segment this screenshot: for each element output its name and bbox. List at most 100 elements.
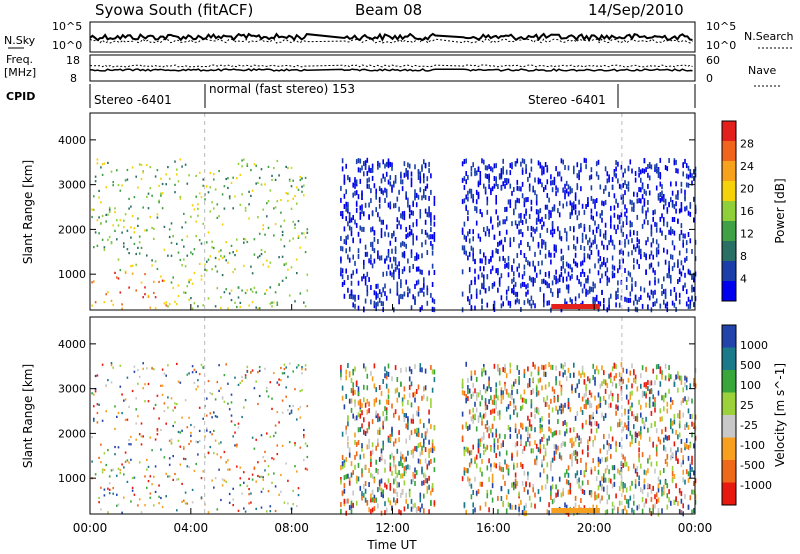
ground-scatter-cell <box>551 508 554 513</box>
data-cell <box>523 270 526 276</box>
data-cell <box>528 300 531 306</box>
data-cell <box>228 468 231 471</box>
data-cell <box>631 383 633 389</box>
data-cell <box>153 280 155 283</box>
data-cell <box>262 476 264 479</box>
data-cell <box>631 238 633 244</box>
data-cell <box>130 265 132 268</box>
data-cell <box>98 189 100 192</box>
data-cell <box>650 228 653 234</box>
data-cell <box>578 370 580 376</box>
data-cell <box>467 174 469 180</box>
data-cell <box>578 293 580 299</box>
data-cell <box>266 510 268 513</box>
data-cell <box>558 371 561 377</box>
data-cell <box>634 281 637 287</box>
data-cell <box>513 271 515 277</box>
ground-scatter-cell <box>560 304 563 309</box>
data-cell <box>405 191 407 197</box>
data-cell <box>627 298 630 303</box>
data-cell <box>415 235 418 241</box>
data-cell <box>417 427 420 433</box>
data-cell <box>673 473 676 479</box>
data-cell <box>396 290 399 296</box>
data-cell <box>287 192 289 195</box>
data-cell <box>507 300 510 306</box>
data-cell <box>691 173 693 179</box>
data-cell <box>423 173 425 179</box>
data-cell <box>655 247 658 253</box>
data-cell <box>486 226 489 232</box>
data-cell <box>627 270 630 276</box>
data-cell <box>638 457 640 463</box>
data-cell <box>475 454 478 460</box>
data-cell <box>126 178 129 181</box>
data-cell <box>551 476 554 482</box>
data-cell <box>689 270 692 276</box>
data-cell <box>214 256 217 260</box>
data-cell <box>518 229 520 235</box>
data-cell <box>534 364 536 370</box>
data-cell <box>121 393 123 396</box>
data-cell <box>553 252 556 258</box>
data-cell <box>352 215 354 220</box>
colorbar-swatch <box>722 325 736 348</box>
data-cell <box>475 293 478 299</box>
data-cell <box>562 159 564 165</box>
data-cell <box>294 444 296 447</box>
data-cell <box>539 448 542 454</box>
data-cell <box>622 483 624 489</box>
data-cell <box>165 304 167 307</box>
data-cell <box>377 469 379 475</box>
data-cell <box>410 369 413 375</box>
x-tick-label: 00:00 <box>73 521 108 535</box>
data-cell <box>209 445 212 449</box>
x-axis-label: Time UT <box>366 538 417 552</box>
data-cell <box>611 483 614 489</box>
data-cell <box>527 289 529 295</box>
colorbar-tick-label: 8 <box>740 250 747 263</box>
data-cell <box>618 372 621 378</box>
data-cell <box>521 281 524 287</box>
data-cell <box>618 215 621 221</box>
data-cell <box>490 395 492 401</box>
data-cell <box>643 219 646 225</box>
data-cell <box>468 409 471 415</box>
data-cell <box>352 490 354 496</box>
data-cell <box>433 270 436 275</box>
data-cell <box>393 256 395 262</box>
data-cell <box>678 299 681 305</box>
data-cell <box>257 181 259 184</box>
data-cell <box>691 432 693 438</box>
data-cell <box>198 429 201 432</box>
data-cell <box>153 237 155 240</box>
data-cell <box>243 507 245 510</box>
data-cell <box>221 397 224 400</box>
data-cell <box>91 392 93 395</box>
data-cell <box>364 481 367 486</box>
data-cell <box>405 234 407 240</box>
data-cell <box>659 227 662 233</box>
data-cell <box>407 232 409 238</box>
data-cell <box>588 288 591 294</box>
data-cell <box>370 254 372 260</box>
data-cell <box>377 283 379 289</box>
data-cell <box>595 476 598 482</box>
data-cell <box>250 265 252 268</box>
data-cell <box>257 461 259 464</box>
data-cell <box>634 479 637 485</box>
data-cell <box>523 282 526 287</box>
data-cell <box>179 158 182 161</box>
data-cell <box>615 410 617 416</box>
data-cell <box>250 194 252 197</box>
data-cell <box>638 453 640 459</box>
data-cell <box>347 443 349 449</box>
data-cell <box>574 387 577 393</box>
data-cell <box>357 194 360 200</box>
data-cell <box>405 413 407 419</box>
data-cell <box>518 429 520 435</box>
data-cell <box>647 220 649 226</box>
data-cell <box>470 458 473 464</box>
data-cell <box>412 210 414 216</box>
data-cell <box>673 419 676 425</box>
